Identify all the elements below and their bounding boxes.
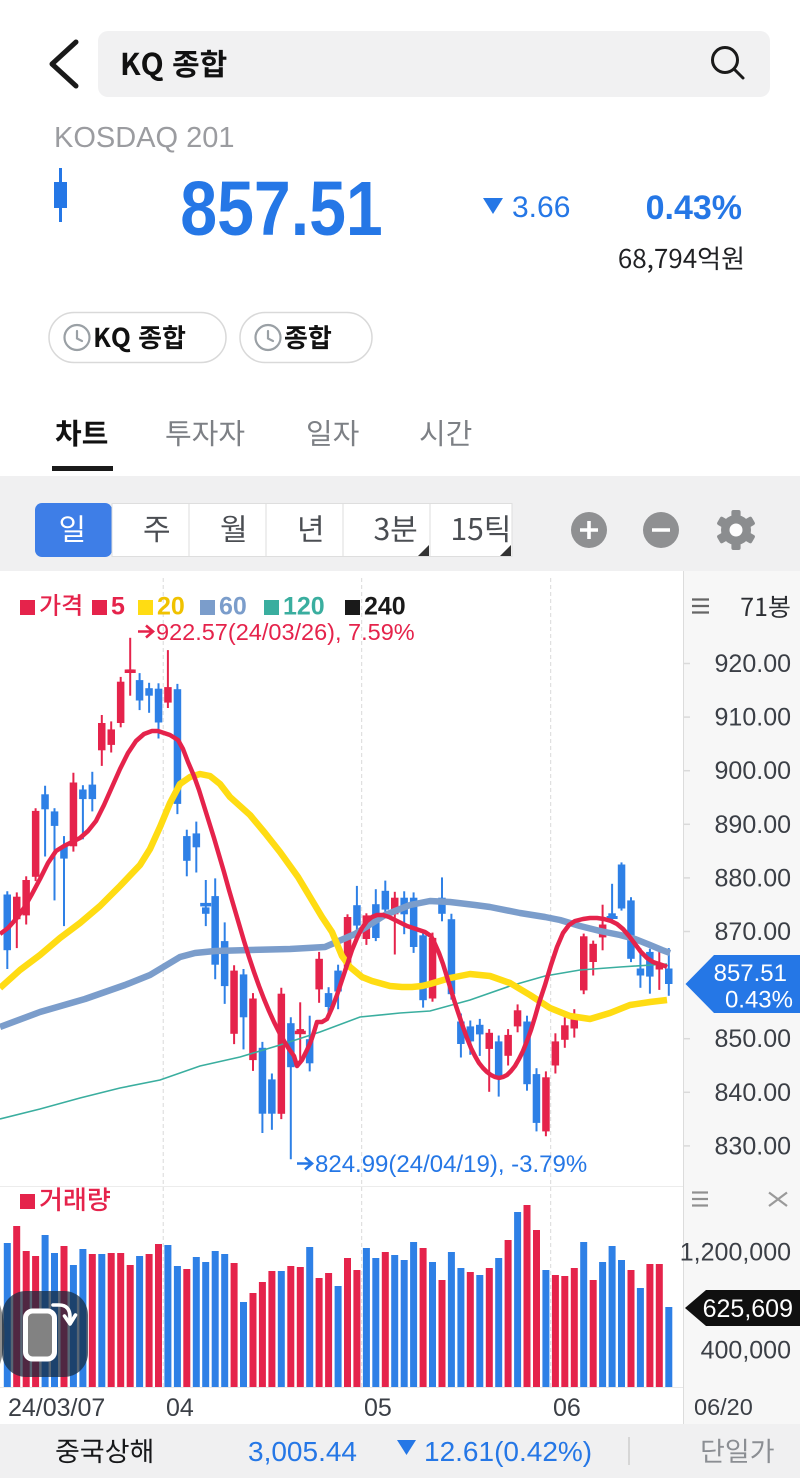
- svg-text:240: 240: [364, 593, 406, 621]
- svg-text:06/20: 06/20: [694, 1394, 753, 1420]
- svg-text:05: 05: [364, 1394, 392, 1422]
- svg-text:24/03/07: 24/03/07: [8, 1394, 105, 1422]
- svg-text:880.00: 880.00: [715, 864, 791, 892]
- svg-text:5: 5: [111, 593, 125, 621]
- svg-text:12.61(0.42%): 12.61(0.42%): [424, 1436, 592, 1467]
- svg-text:922.57(24/03/26), 7.59%: 922.57(24/03/26), 7.59%: [156, 619, 415, 645]
- svg-text:830.00: 830.00: [715, 1132, 791, 1160]
- svg-text:3.66: 3.66: [512, 191, 570, 224]
- svg-text:625,609: 625,609: [703, 1295, 793, 1323]
- svg-text:857.51: 857.51: [180, 166, 383, 252]
- svg-text:60: 60: [219, 593, 247, 621]
- svg-text:0.43%: 0.43%: [646, 189, 742, 227]
- svg-text:1,200,000: 1,200,000: [680, 1239, 791, 1267]
- svg-text:920.00: 920.00: [715, 650, 791, 678]
- svg-text:900.00: 900.00: [715, 757, 791, 785]
- svg-text:20: 20: [157, 593, 185, 621]
- svg-text:120: 120: [283, 593, 325, 621]
- svg-text:824.99(24/04/19), -3.79%: 824.99(24/04/19), -3.79%: [315, 1151, 587, 1178]
- svg-text:KOSDAQ 201: KOSDAQ 201: [54, 122, 235, 154]
- svg-text:910.00: 910.00: [715, 704, 791, 732]
- svg-text:04: 04: [166, 1394, 194, 1422]
- svg-text:0.43%: 0.43%: [725, 987, 793, 1014]
- svg-text:857.51: 857.51: [714, 960, 787, 987]
- svg-text:870.00: 870.00: [715, 918, 791, 946]
- svg-text:400,000: 400,000: [701, 1337, 791, 1365]
- svg-text:850.00: 850.00: [715, 1025, 791, 1053]
- svg-text:3,005.44: 3,005.44: [248, 1436, 357, 1467]
- svg-text:890.00: 890.00: [715, 811, 791, 839]
- svg-text:06: 06: [553, 1394, 581, 1422]
- svg-text:840.00: 840.00: [715, 1079, 791, 1107]
